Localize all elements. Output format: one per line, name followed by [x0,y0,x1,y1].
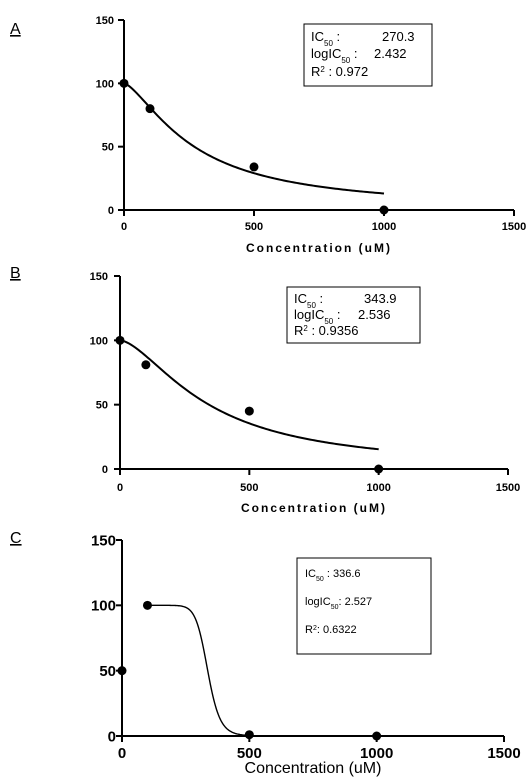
data-point [244,406,254,416]
y-tick-label: 50 [96,400,108,412]
data-point [145,104,155,114]
x-tick-label: 1500 [502,221,526,233]
fit-curve [147,604,270,737]
y-tick-label: 150 [91,532,116,549]
ic50-line: IC50 : [311,29,340,48]
r2-line: R2 : 0.9356 [294,323,358,338]
x-tick-label: 500 [237,745,262,762]
stats-box-border [286,286,421,344]
x-tick-group: 0 500 1000 1500 [117,469,520,494]
x-tick-label: 1500 [496,482,520,494]
panel-c: C 0 50 100 150 0 500 1000 1500 Concentration (… [10,530,521,777]
y-tick-group: 0 50 100 150 [91,532,122,745]
panel-label-c: C [10,530,22,547]
data-point [374,464,384,474]
ic50-value: 270.3 [382,29,415,44]
stats-box: IC50 : 336.6 logIC50: 2.527 R2: 0.6322 [296,557,432,655]
y-tick-label: 50 [99,663,116,680]
stats-box: IC50 : 270.3 logIC50 : 2.432 R2 : 0.972 [303,23,433,87]
x-tick-group: 0 500 1000 1500 [121,210,526,233]
r2-line: R2: 0.6322 [305,624,357,636]
ic50-line: IC50 : 336.6 [305,568,361,583]
y-tick-label: 0 [108,205,114,217]
data-point [244,730,254,740]
fit-curve [119,339,379,451]
panel-a: A 0 50 100 150 0 500 1000 1500 Concentration (… [10,15,526,255]
y-tick-label: 100 [96,78,114,90]
y-tick-label: 150 [90,271,108,283]
stats-box: IC50 : 343.9 logIC50 : 2.536 R2 : 0.9356 [286,286,421,344]
x-tick-label: 1000 [360,745,393,762]
data-point [119,78,129,88]
x-axis-label: Concentration (uM) [246,241,392,255]
logic50-line: logIC50 : [311,46,358,65]
data-points [115,335,384,474]
data-point [379,205,389,215]
x-tick-label: 500 [245,221,263,233]
fit-curve [123,82,385,195]
y-tick-label: 50 [102,142,114,154]
ic50-line: IC50 : [294,291,323,310]
ic50-value: 343.9 [364,291,397,306]
x-tick-group: 0 500 1000 1500 [118,736,521,762]
data-point [115,335,125,345]
logic50-value: 2.432 [374,46,407,61]
x-tick-label: 0 [118,745,126,762]
logic50-line: logIC50: 2.527 [305,596,372,611]
logic50-line: logIC50 : [294,307,341,326]
panel-b: B 0 50 100 150 0 500 1000 1500 Concentration (… [10,265,520,515]
y-tick-label: 100 [91,598,116,615]
data-point [141,360,151,370]
stats-box-border [303,23,433,87]
data-point [249,162,259,172]
r2-line: R2 : 0.972 [311,64,368,79]
x-tick-label: 0 [121,221,127,233]
x-tick-label: 1500 [487,745,520,762]
x-axis-label: Concentration (uM) [241,501,387,515]
data-point [372,731,382,741]
y-tick-group: 0 50 100 150 [96,15,124,217]
y-tick-label: 150 [96,15,114,27]
panel-label-b: B [10,265,21,282]
data-point [142,600,152,610]
panel-label-a: A [10,21,21,38]
x-tick-label: 500 [240,482,258,494]
y-tick-group: 0 50 100 150 [90,271,120,476]
x-axis-label: Concentration (uM) [245,760,382,777]
y-tick-label: 0 [102,464,108,476]
x-tick-label: 0 [117,482,123,494]
data-points [119,78,389,215]
x-tick-label: 1000 [366,482,390,494]
y-tick-label: 0 [108,728,116,745]
data-point [117,666,127,676]
stats-box-border [296,557,432,655]
data-points [117,600,382,741]
y-tick-label: 100 [90,335,108,347]
logic50-value: 2.536 [358,307,391,322]
x-tick-label: 1000 [372,221,396,233]
